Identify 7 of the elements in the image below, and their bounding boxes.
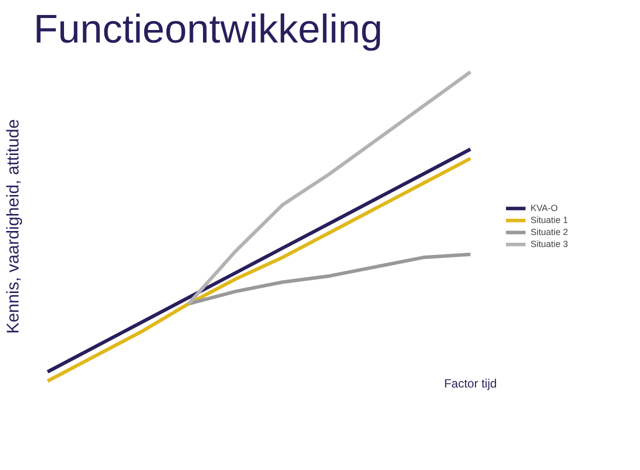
- legend-label: Situatie 2: [530, 227, 568, 237]
- y-axis-title: Kennis, vaardigheid, attitude: [4, 119, 22, 334]
- legend-label: KVA-O: [530, 203, 558, 213]
- legend-label: Situatie 1: [530, 215, 568, 225]
- chart-title: Functieontwikkeling: [34, 8, 383, 52]
- legend-label: Situatie 3: [530, 239, 568, 249]
- x-axis-title: Factor tijd: [444, 376, 497, 390]
